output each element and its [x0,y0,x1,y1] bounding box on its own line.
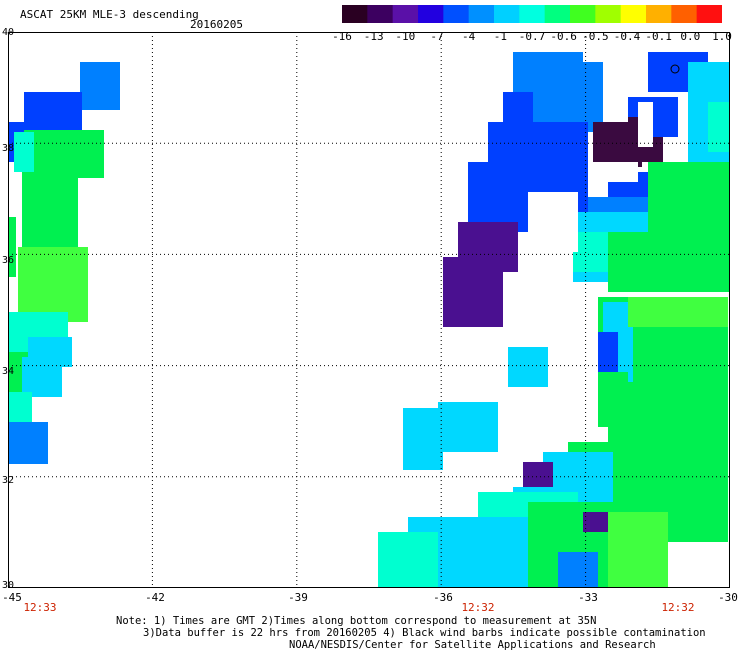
map-plot-area [8,32,730,588]
swath-cell [583,62,603,132]
colorbar-swatch [392,5,419,23]
swath-cell [14,132,34,172]
swath-cell [8,217,16,277]
swath-cell [543,452,613,492]
colorbar-swatch [443,5,470,23]
colorbar-swatch [468,5,495,23]
wind-barb-marker [670,64,680,74]
colorbar-tick-label: -0.6 [550,30,577,43]
note-line-2: 3)Data buffer is 22 hrs from 20160205 4)… [143,627,706,639]
lat-label-30: 30 [2,580,15,591]
swath-cell [573,232,613,272]
swath-cell [508,347,548,387]
lat-label-36: 36 [2,255,15,266]
swath-cell [443,257,503,327]
swath-cell [608,512,668,588]
colorbar-tick-label: -0.5 [582,30,609,43]
note-line-3: NOAA/NESDIS/Center for Satellite Applica… [289,639,656,651]
map-title: ASCAT 25KM MLE-3 descending [20,8,199,21]
colorbar-tick-label: -7 [430,30,444,43]
lon-label-33: -33 [578,591,598,604]
color-scale-bar: -16 -13 -10 -7 -4 -1 -0.7 -0.6 -0.5 -0.4 -0.1 0.0 1.… [332,5,732,43]
colorbar-swatch [367,5,394,23]
colorbar-swatch [494,5,520,23]
swath-cell [403,408,443,470]
map-date: 20160205 [190,18,243,31]
lon-label-39: -39 [288,591,308,604]
lat-label-34: 34 [2,366,15,377]
lat-label-32: 32 [2,475,15,486]
swath-cell [438,402,498,452]
colorbar-tick-label: -1 [493,30,507,43]
colorbar-swatch [595,5,622,23]
swath-cell [8,392,32,422]
swath-cell [22,172,78,252]
lon-label-42: -42 [145,591,165,604]
swath-cell [628,297,728,327]
swath-gap [578,432,598,442]
swath-gap [588,162,638,182]
swath-cell [8,422,48,464]
swath-cell [24,130,104,178]
swath-cell [22,357,62,397]
colorbar-swatch [671,5,698,23]
lon-label-45: -45 [2,591,22,604]
colorbar-tick-label: -4 [462,30,476,43]
swath-cell [558,552,598,588]
swath-cell [583,512,613,532]
time-label-center: 12:32 [461,601,495,614]
swath-cell [378,532,438,588]
colorbar-swatch [519,5,546,23]
colorbar-tick-label: -0.4 [613,30,641,43]
colorbar-swatch [570,5,596,23]
swath-cell [708,102,730,152]
colorbar-tick-label: -10 [395,30,416,43]
colorbar-swatch [620,5,647,23]
swath-gap [638,102,653,147]
colorbar-tick-label: -0.7 [518,30,546,43]
color-scale-swatches [342,5,723,23]
colorbar-tick-label: -13 [363,30,384,43]
colorbar-tick-label: 0.0 [680,30,701,43]
wind-swath-layer [8,52,730,588]
time-label-east: 12:32 [661,601,695,614]
lat-lon-grid [8,32,730,588]
colorbar-tick-label: -16 [332,30,352,43]
colorbar-swatch [646,5,672,23]
swath-cell [18,247,88,322]
swath-cell [598,332,618,372]
colorbar-swatch [418,5,444,23]
swath-gap [548,232,568,302]
swath-cell [608,232,728,292]
colorbar-tick-label: 1.0 [712,30,732,43]
lon-label-30: -30 [718,591,738,604]
note-line-1: Note: 1) Times are GMT 2)Times along bot… [116,615,597,627]
colorbar-tick-label: -0.1 [645,30,672,43]
lat-label-38: 38 [2,143,15,154]
time-label-west: 12:33 [23,601,57,614]
lat-label-40: 40 [2,27,15,38]
swath-cell [598,372,628,392]
colorbar-swatch [342,5,368,23]
colorbar-swatch [544,5,571,23]
map-frame [8,32,730,588]
colorbar-swatch [696,5,723,23]
swath-cell [80,62,120,110]
lon-label-36: -36 [433,591,453,604]
